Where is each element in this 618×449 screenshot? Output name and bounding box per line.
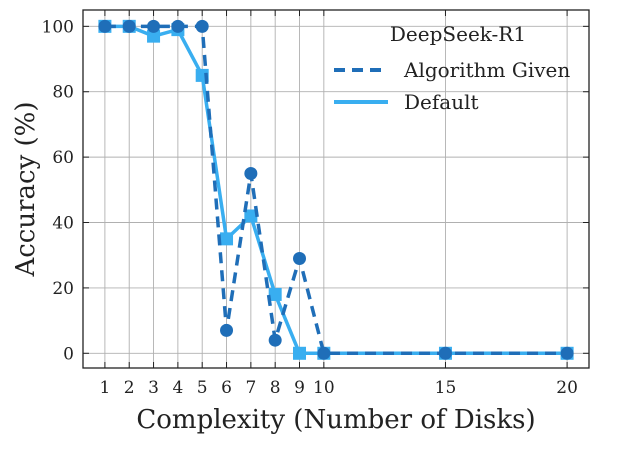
x-tick-label: 9 bbox=[294, 378, 305, 398]
data-point-algorithm-given bbox=[317, 347, 330, 360]
data-point-algorithm-given bbox=[293, 252, 306, 265]
x-tick-label: 10 bbox=[313, 378, 335, 398]
x-tick-label: 4 bbox=[172, 378, 183, 398]
legend-title: DeepSeek-R1 bbox=[390, 22, 526, 46]
x-tick-label: 20 bbox=[556, 378, 578, 398]
data-point-default bbox=[293, 347, 306, 360]
x-tick-label: 1 bbox=[99, 378, 110, 398]
y-tick-label: 0 bbox=[63, 344, 74, 364]
x-axis-label: Complexity (Number of Disks) bbox=[136, 405, 535, 435]
data-point-algorithm-given bbox=[147, 20, 160, 33]
data-point-algorithm-given bbox=[171, 20, 184, 33]
data-point-algorithm-given bbox=[561, 347, 574, 360]
legend: DeepSeek-R1 Algorithm Given Default bbox=[334, 22, 570, 114]
x-tick-label: 5 bbox=[197, 378, 208, 398]
y-tick-label: 40 bbox=[52, 214, 74, 234]
y-tick-label: 20 bbox=[52, 279, 74, 299]
x-tick-label: 15 bbox=[435, 378, 457, 398]
data-point-algorithm-given bbox=[123, 20, 136, 33]
x-tick-label: 3 bbox=[148, 378, 159, 398]
data-point-algorithm-given bbox=[269, 334, 282, 347]
y-tick-label: 100 bbox=[42, 17, 74, 37]
data-point-algorithm-given bbox=[439, 347, 452, 360]
data-point-algorithm-given bbox=[220, 324, 233, 337]
x-tick-label: 2 bbox=[124, 378, 135, 398]
y-tick-label: 60 bbox=[52, 148, 74, 168]
x-tick-label: 6 bbox=[221, 378, 232, 398]
data-point-algorithm-given bbox=[244, 167, 257, 180]
data-point-algorithm-given bbox=[98, 20, 111, 33]
legend-label-algorithm-given: Algorithm Given bbox=[403, 58, 570, 82]
data-point-algorithm-given bbox=[196, 20, 209, 33]
y-tick-label: 80 bbox=[52, 83, 74, 103]
x-tick-label: 7 bbox=[245, 378, 256, 398]
x-tick-label: 8 bbox=[270, 378, 281, 398]
y-axis-label: Accuracy (%) bbox=[11, 101, 41, 277]
legend-label-default: Default bbox=[404, 90, 479, 114]
data-point-default bbox=[220, 232, 233, 245]
